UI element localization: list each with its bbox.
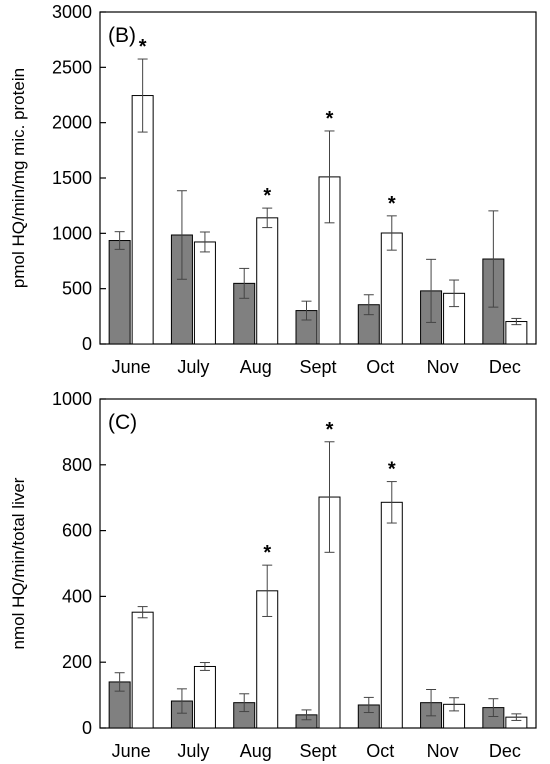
significance-star: * [326, 108, 334, 130]
y-tick-label: 2000 [52, 113, 92, 133]
x-tick-label: July [177, 741, 209, 761]
y-axis-title: nmol HQ/min/total liver [9, 477, 28, 649]
bar-filled-june [108, 240, 131, 345]
y-tick-label: 1500 [52, 168, 92, 188]
x-tick-label: Nov [427, 357, 459, 377]
chart-panel-b: 0 500 1000 1500 2000 2500 3000 pmol HQ/min/mg m… [9, 2, 537, 377]
x-tick-label: June [112, 357, 151, 377]
significance-star: * [263, 542, 271, 564]
y-tick-label: 600 [62, 521, 92, 541]
x-tick-label: Oct [366, 357, 394, 377]
bar-open-june [131, 611, 154, 729]
plot-frame [99, 398, 537, 729]
chart-panel-c: 0 200 400 600 800 1000 nmol HQ/min/total liver… [9, 389, 537, 761]
y-tick-label: 2500 [52, 57, 92, 77]
y-tick-label: 0 [82, 334, 92, 354]
y-tick-label: 3000 [52, 2, 92, 22]
y-tick-label: 500 [62, 279, 92, 299]
x-tick-label: July [177, 357, 209, 377]
bar-open-june [131, 95, 154, 345]
bar-open-july [193, 241, 216, 345]
panel-label: (B) [108, 24, 136, 47]
bar-open-july [193, 665, 216, 729]
bar-open-oct [380, 501, 403, 729]
plot-frame [99, 11, 537, 345]
significance-star: * [388, 459, 396, 481]
y-tick-label: 400 [62, 586, 92, 606]
x-tick-label: Nov [427, 741, 459, 761]
x-tick-label: June [112, 741, 151, 761]
y-tick-label: 1000 [52, 223, 92, 243]
panel-label: (C) [108, 411, 137, 434]
x-tick-label: Aug [240, 357, 272, 377]
y-tick-label: 200 [62, 652, 92, 672]
x-tick-label: Dec [489, 357, 521, 377]
x-tick-label: Aug [240, 741, 272, 761]
significance-star: * [388, 193, 396, 215]
x-tick-label: Sept [299, 741, 336, 761]
significance-star: * [139, 36, 147, 58]
x-tick-label: Sept [299, 357, 336, 377]
y-axis-title: pmol HQ/min/mg mic. protein [9, 68, 28, 288]
y-tick-label: 0 [82, 718, 92, 738]
x-tick-label: Dec [489, 741, 521, 761]
x-tick-label: Oct [366, 741, 394, 761]
y-tick-label: 800 [62, 455, 92, 475]
significance-star: * [326, 419, 334, 441]
y-tick-label: 1000 [52, 389, 92, 409]
bar-open-aug [256, 217, 279, 345]
significance-star: * [263, 185, 271, 207]
